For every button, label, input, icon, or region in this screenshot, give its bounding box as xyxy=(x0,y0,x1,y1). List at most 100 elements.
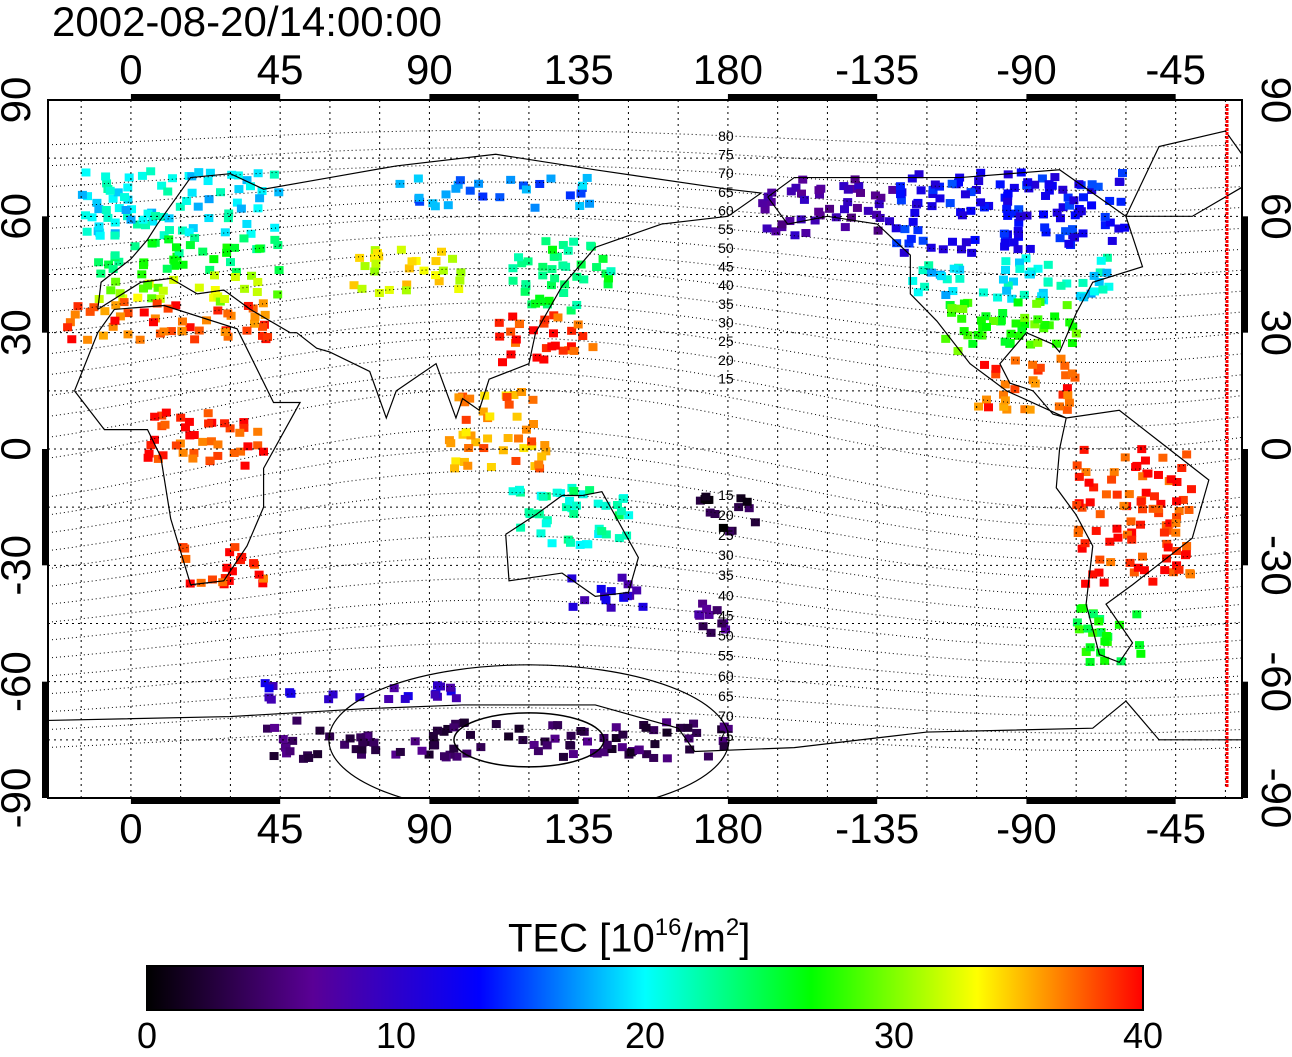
tec-cell xyxy=(1037,174,1047,183)
tec-cell xyxy=(1114,177,1124,186)
tec-cell xyxy=(220,294,230,303)
tec-cell xyxy=(953,347,963,356)
tec-cell xyxy=(907,174,917,183)
tec-cell xyxy=(130,242,140,251)
tec-cell xyxy=(274,266,284,275)
tec-cell xyxy=(1177,463,1187,472)
tec-cell xyxy=(203,177,213,186)
tec-cell xyxy=(535,179,545,188)
tec-cell xyxy=(601,596,611,605)
tec-cell xyxy=(1149,492,1159,501)
tec-cell xyxy=(452,752,462,761)
tec-cell xyxy=(718,523,728,532)
tec-cell xyxy=(355,693,365,702)
tec-cell xyxy=(260,310,270,319)
tec-cell xyxy=(602,740,612,749)
tec-cell xyxy=(601,501,611,510)
tec-cell xyxy=(1099,578,1109,587)
contour-label: 30 xyxy=(718,547,734,563)
tec-cell xyxy=(356,733,366,742)
tec-cell xyxy=(209,271,219,280)
tec-cell xyxy=(218,578,228,587)
tec-cell xyxy=(83,192,93,201)
tec-cell xyxy=(1095,268,1105,277)
tec-cell xyxy=(247,271,257,280)
tec-cell xyxy=(1113,533,1123,542)
tec-cell xyxy=(263,724,273,733)
graticule-grid xyxy=(48,100,1242,798)
tec-cell xyxy=(1185,569,1195,578)
tec-cell xyxy=(888,185,898,194)
tec-cell xyxy=(999,402,1009,411)
tec-cell xyxy=(1071,329,1081,338)
tec-cell xyxy=(872,210,882,219)
tec-cell xyxy=(357,745,367,754)
tec-cell xyxy=(528,420,538,429)
bottom-lon-label: 45 xyxy=(257,805,304,852)
tec-cell xyxy=(704,610,714,619)
tec-cell xyxy=(184,228,194,237)
tec-cell xyxy=(1174,565,1184,574)
magnetic-contour xyxy=(48,164,1242,191)
tec-cell xyxy=(285,747,295,756)
tec-cell xyxy=(1089,287,1099,296)
tec-cell xyxy=(638,602,648,611)
tec-cell xyxy=(1033,315,1043,324)
tec-cell xyxy=(205,168,215,177)
tec-cell xyxy=(1062,384,1072,393)
tec-cell xyxy=(1081,468,1091,477)
tec-cell xyxy=(157,181,167,190)
tec-cell xyxy=(105,186,115,195)
tec-cell xyxy=(576,727,586,736)
tec-cell xyxy=(369,738,379,747)
tec-cell xyxy=(904,239,914,248)
tec-cell xyxy=(662,728,672,737)
tec-cell xyxy=(561,503,571,512)
tec-cell xyxy=(622,592,632,601)
tec-cell xyxy=(1020,320,1030,329)
tec-cell xyxy=(712,606,722,615)
tec-cell xyxy=(1136,649,1146,658)
tec-cell xyxy=(750,518,760,527)
tec-cell xyxy=(438,266,448,275)
tec-cell xyxy=(1154,509,1164,518)
tec-cell xyxy=(1116,657,1126,666)
tec-cell xyxy=(270,223,280,232)
tec-cell xyxy=(111,301,121,310)
magnetic-contour xyxy=(48,267,1242,321)
tec-cell xyxy=(372,248,382,257)
axis-band xyxy=(42,449,48,566)
tec-cell xyxy=(1024,270,1034,279)
tec-cell xyxy=(188,454,198,463)
tec-cell xyxy=(340,740,350,749)
tec-cell xyxy=(236,204,246,213)
tec-cell xyxy=(126,215,136,224)
tec-cell xyxy=(158,451,168,460)
tec-cell xyxy=(1013,245,1023,254)
tec-cell xyxy=(916,186,926,195)
magnetic-pole-contour xyxy=(453,712,605,768)
tec-cell xyxy=(451,694,461,703)
tec-cell xyxy=(529,740,539,749)
tec-cell xyxy=(581,540,591,549)
tec-cell xyxy=(503,434,513,443)
tec-cell xyxy=(1182,450,1192,459)
tec-cell xyxy=(514,724,524,733)
contour-label: 70 xyxy=(718,165,734,181)
tec-cell xyxy=(548,329,558,338)
tec-cell xyxy=(1081,579,1091,588)
tec-cell xyxy=(1139,566,1149,575)
tec-cell xyxy=(246,229,256,238)
magnetic-contour xyxy=(48,336,1242,407)
tec-cell xyxy=(232,198,242,207)
tec-cell xyxy=(1062,279,1072,288)
tec-cell xyxy=(371,259,381,268)
tec-cell xyxy=(237,552,247,561)
tec-cell xyxy=(1068,322,1078,331)
tec-cell xyxy=(548,721,558,730)
tec-cell xyxy=(358,738,368,747)
colorbar-label-text: TEC [10 xyxy=(508,916,655,961)
tec-cell xyxy=(685,745,695,754)
tec-cell xyxy=(863,206,873,215)
tec-cell xyxy=(618,730,628,739)
